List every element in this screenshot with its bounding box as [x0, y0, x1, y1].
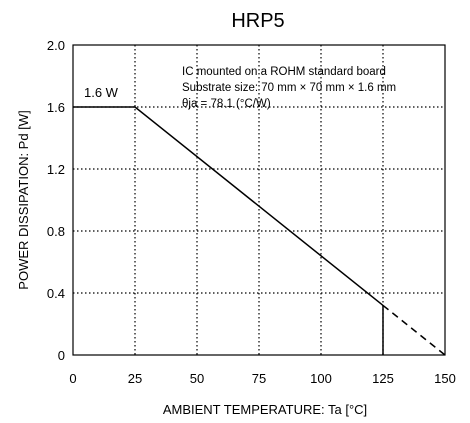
- point-label-1-6w: 1.6 W: [84, 85, 119, 100]
- note-line-2: Substrate size: 70 mm × 70 mm × 1.6 mm: [182, 82, 396, 94]
- x-tick-label: 75: [252, 371, 266, 386]
- series-line-1-solid: [73, 106, 384, 306]
- chart-title: HRP5: [231, 10, 284, 32]
- x-tick-label: 25: [128, 371, 142, 386]
- note-line-3: θja = 78.1 (°C/W): [182, 98, 271, 110]
- y-axis-label: POWER DISSIPATION: Pd [W]: [16, 110, 31, 289]
- series-layer: [73, 106, 446, 356]
- x-tick-label: 0: [69, 371, 76, 386]
- x-tick-label: 125: [372, 371, 394, 386]
- x-tick-label: 50: [190, 371, 204, 386]
- y-tick-label: 2.0: [47, 38, 65, 53]
- plot-frame: [72, 44, 446, 356]
- x-axis-label: AMBIENT TEMPERATURE: Ta [°C]: [163, 402, 367, 417]
- note-line-1: IC mounted on a ROHM standard board: [182, 66, 386, 78]
- y-tick-label: 1.2: [47, 162, 65, 177]
- x-tick-label: 100: [310, 371, 332, 386]
- tick-labels: 0 25 50 75 100 125 150 0 0.4 0.8 1.2 1.6 2.0: [47, 38, 456, 386]
- y-tick-label: 0: [58, 348, 65, 363]
- x-tick-label: 150: [434, 371, 456, 386]
- y-tick-label: 0.4: [47, 286, 65, 301]
- y-tick-label: 1.6: [47, 100, 65, 115]
- series-line-2-dashed: [382, 304, 446, 356]
- y-tick-label: 0.8: [47, 224, 65, 239]
